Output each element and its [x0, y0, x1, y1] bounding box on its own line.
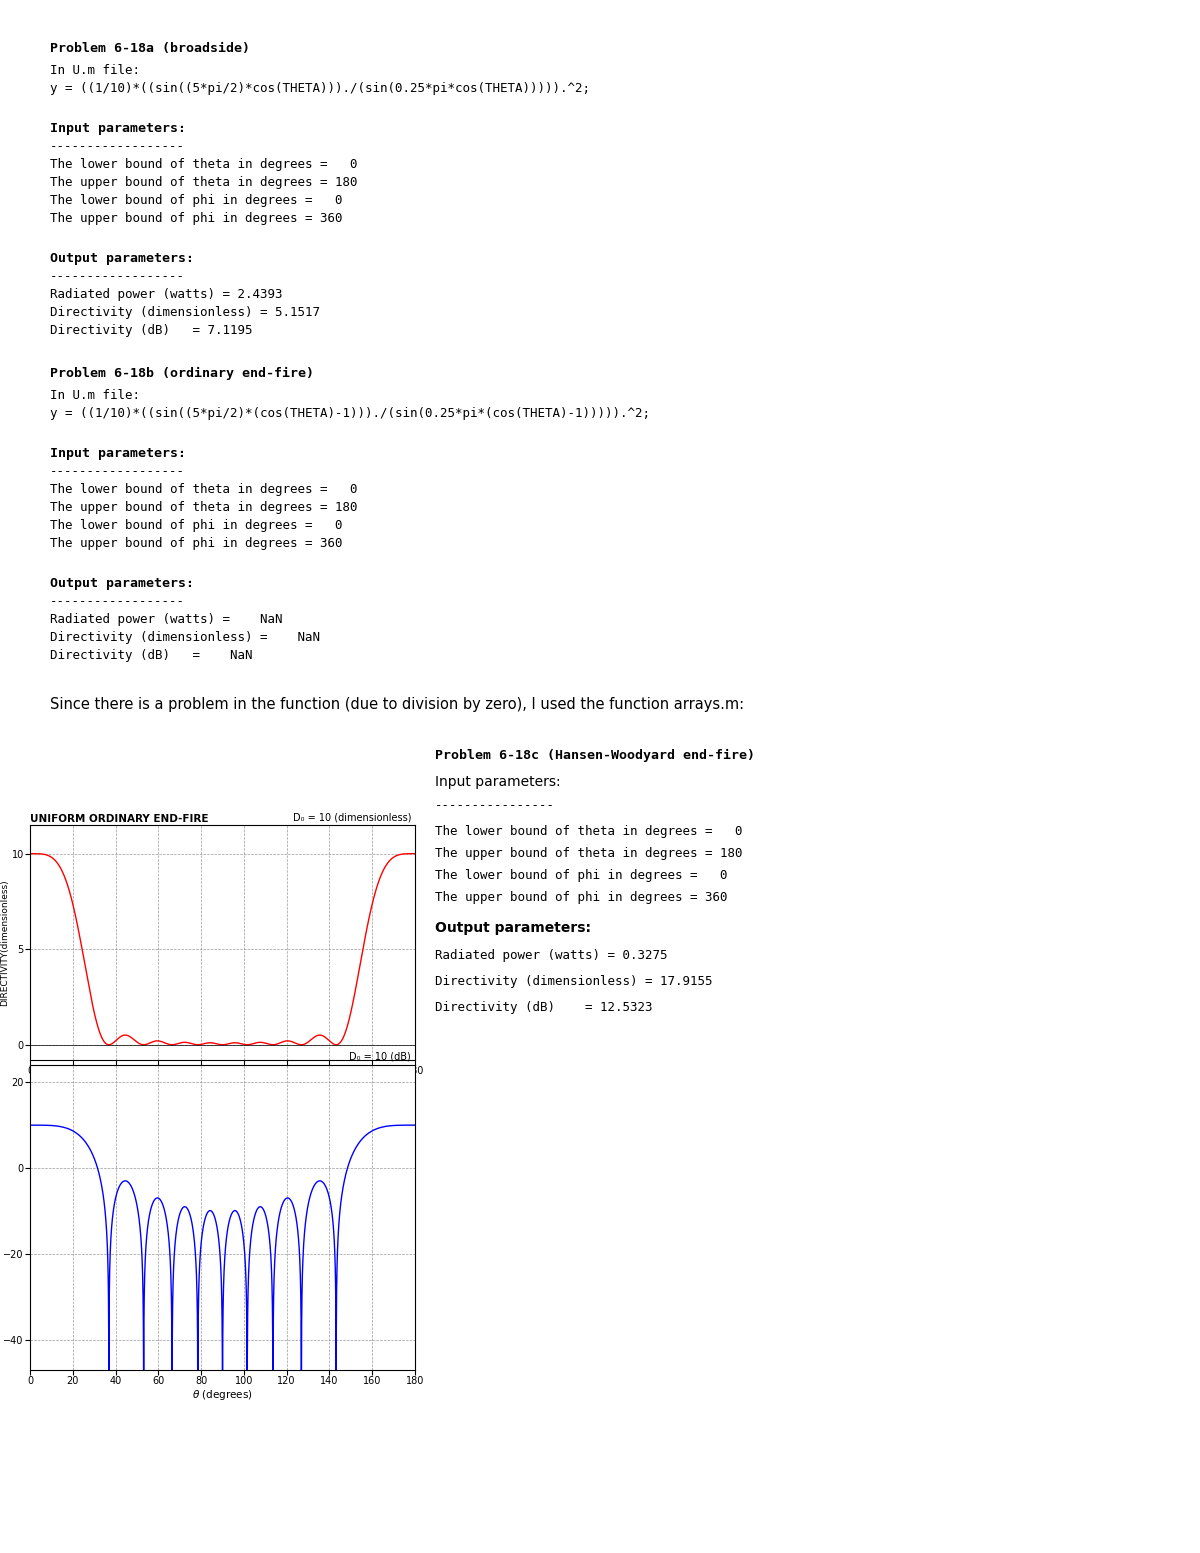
Text: The upper bound of theta in degrees = 180: The upper bound of theta in degrees = 18… [50, 502, 358, 514]
Text: Radiated power (watts) =    NaN: Radiated power (watts) = NaN [50, 613, 282, 626]
Text: Input parameters:: Input parameters: [436, 775, 560, 789]
Text: The lower bound of theta in degrees =   0: The lower bound of theta in degrees = 0 [50, 158, 358, 171]
Text: D₀ = 10 (dimensionless): D₀ = 10 (dimensionless) [293, 812, 412, 823]
Text: The lower bound of phi in degrees =   0: The lower bound of phi in degrees = 0 [436, 870, 727, 882]
Text: ------------------: ------------------ [50, 140, 185, 154]
Text: The lower bound of theta in degrees =   0: The lower bound of theta in degrees = 0 [436, 825, 743, 839]
Text: Directivity (dimensionless) = 17.9155: Directivity (dimensionless) = 17.9155 [436, 975, 713, 988]
Text: Problem 6-18c (Hansen-Woodyard end-fire): Problem 6-18c (Hansen-Woodyard end-fire) [436, 749, 755, 763]
Text: UNIFORM ORDINARY END-FIRE: UNIFORM ORDINARY END-FIRE [30, 814, 209, 825]
X-axis label: $\theta$ (degrees): $\theta$ (degrees) [192, 1078, 253, 1092]
Text: In U.m file:: In U.m file: [50, 64, 140, 78]
Text: Directivity (dB)    = 12.5323: Directivity (dB) = 12.5323 [436, 1002, 653, 1014]
Text: The lower bound of theta in degrees =   0: The lower bound of theta in degrees = 0 [50, 483, 358, 495]
Text: y = ((1/10)*((sin((5*pi/2)*(cos(THETA)-1)))./(sin(0.25*pi*(cos(THETA)-1))))).^2;: y = ((1/10)*((sin((5*pi/2)*(cos(THETA)-1… [50, 407, 650, 419]
Text: Output parameters:: Output parameters: [50, 578, 194, 590]
Text: Output parameters:: Output parameters: [436, 921, 592, 935]
Text: The upper bound of theta in degrees = 180: The upper bound of theta in degrees = 18… [50, 175, 358, 189]
Text: Radiated power (watts) = 2.4393: Radiated power (watts) = 2.4393 [50, 287, 282, 301]
Y-axis label: DIRECTIVITY(dimensionless): DIRECTIVITY(dimensionless) [0, 879, 8, 1006]
Text: D₀ = 10 (dB): D₀ = 10 (dB) [349, 1051, 412, 1062]
Text: Directivity (dimensionless) =    NaN: Directivity (dimensionless) = NaN [50, 631, 320, 644]
Text: Input parameters:: Input parameters: [50, 123, 186, 135]
Text: Directivity (dB)   = 7.1195: Directivity (dB) = 7.1195 [50, 325, 252, 337]
X-axis label: $\theta$ (degrees): $\theta$ (degrees) [192, 1388, 253, 1402]
Text: The upper bound of theta in degrees = 180: The upper bound of theta in degrees = 18… [436, 846, 743, 860]
Text: Since there is a problem in the function (due to division by zero), I used the f: Since there is a problem in the function… [50, 697, 744, 711]
Text: The lower bound of phi in degrees =   0: The lower bound of phi in degrees = 0 [50, 519, 342, 533]
Text: Problem 6-18a (broadside): Problem 6-18a (broadside) [50, 42, 250, 54]
Text: In U.m file:: In U.m file: [50, 388, 140, 402]
Text: ------------------: ------------------ [50, 464, 185, 478]
Text: Directivity (dimensionless) = 5.1517: Directivity (dimensionless) = 5.1517 [50, 306, 320, 318]
Text: The upper bound of phi in degrees = 360: The upper bound of phi in degrees = 360 [50, 537, 342, 550]
Text: Directivity (dB)   =    NaN: Directivity (dB) = NaN [50, 649, 252, 662]
Text: Input parameters:: Input parameters: [50, 447, 186, 460]
Text: y = ((1/10)*((sin((5*pi/2)*cos(THETA)))./(sin(0.25*pi*cos(THETA))))).^2;: y = ((1/10)*((sin((5*pi/2)*cos(THETA))).… [50, 82, 590, 95]
Text: Problem 6-18b (ordinary end-fire): Problem 6-18b (ordinary end-fire) [50, 367, 314, 380]
Text: ------------------: ------------------ [50, 595, 185, 609]
Text: Radiated power (watts) = 0.3275: Radiated power (watts) = 0.3275 [436, 949, 667, 961]
Text: The lower bound of phi in degrees =   0: The lower bound of phi in degrees = 0 [50, 194, 342, 207]
Text: ------------------: ------------------ [50, 270, 185, 283]
Text: ----------------: ---------------- [436, 798, 554, 812]
Text: The upper bound of phi in degrees = 360: The upper bound of phi in degrees = 360 [50, 213, 342, 225]
Text: Output parameters:: Output parameters: [50, 252, 194, 266]
Text: The upper bound of phi in degrees = 360: The upper bound of phi in degrees = 360 [436, 891, 727, 904]
